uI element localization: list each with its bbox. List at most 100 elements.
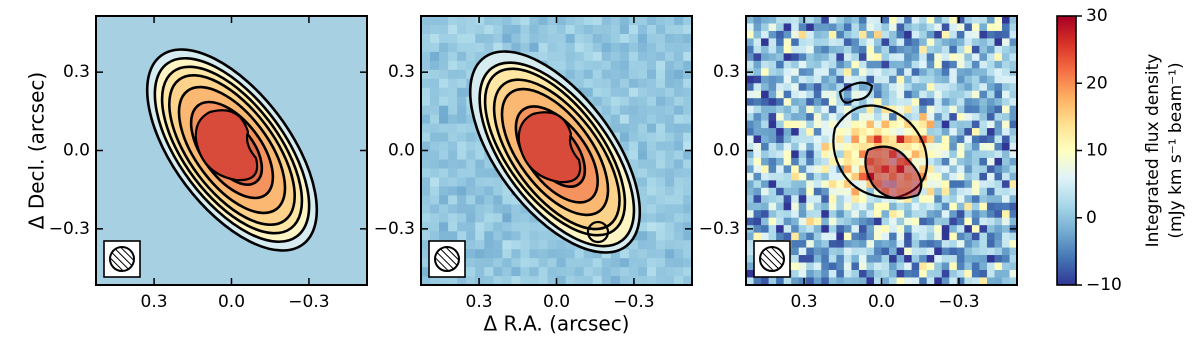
noise-pixel (493, 16, 503, 26)
noise-pixel (986, 53, 995, 62)
noise-pixel (768, 187, 777, 196)
y-tick-label: 0.0 (713, 141, 740, 161)
noise-pixel (610, 60, 621, 71)
noise-pixel (881, 247, 890, 256)
noise-pixel (448, 24, 458, 35)
noise-pixel (964, 135, 973, 144)
noise-pixel (520, 213, 531, 223)
noise-pixel (783, 217, 792, 226)
noise-pixel (665, 249, 675, 259)
noise-pixel (843, 113, 852, 122)
noise-pixel (547, 42, 558, 53)
noise-pixel (761, 45, 770, 54)
moment-map (96, 16, 367, 285)
noise-pixel (538, 267, 549, 277)
noise-pixel (592, 51, 603, 62)
noise-pixel (520, 42, 531, 53)
noise-pixel (994, 172, 1003, 181)
noise-pixel (986, 135, 995, 144)
noise-pixel (511, 267, 521, 277)
noise-pixel (821, 210, 830, 219)
noise-pixel (979, 277, 988, 285)
noise-pixel (949, 113, 958, 122)
noise-pixel (949, 202, 958, 211)
noise-pixel (806, 53, 815, 62)
noise-pixel (919, 195, 928, 204)
noise-pixel (836, 225, 845, 234)
noise-pixel (919, 202, 928, 211)
noise-pixel (828, 172, 837, 181)
noise-pixel (866, 202, 875, 211)
noise-pixel (610, 276, 621, 285)
noise-pixel (647, 42, 657, 53)
noise-pixel (979, 225, 988, 234)
noise-pixel (1009, 105, 1017, 114)
noise-pixel (949, 38, 958, 47)
noise-pixel (949, 269, 958, 278)
noise-pixel (798, 68, 807, 77)
noise-pixel (1009, 232, 1017, 241)
noise-pixel (881, 75, 890, 84)
noise-pixel (619, 276, 630, 285)
noise-pixel (934, 202, 943, 211)
noise-pixel (881, 240, 890, 249)
noise-pixel (836, 172, 845, 181)
noise-pixel (904, 150, 913, 159)
noise-pixel (761, 38, 770, 47)
noise-pixel (964, 157, 973, 166)
noise-pixel (971, 90, 980, 99)
noise-pixel (934, 225, 943, 234)
noise-pixel (430, 16, 440, 26)
moment-map (746, 16, 1017, 285)
noise-pixel (858, 128, 867, 137)
noise-pixel (874, 202, 883, 211)
noise-pixel (448, 204, 458, 214)
noise-pixel (475, 51, 485, 62)
noise-pixel (1009, 16, 1017, 24)
noise-pixel (430, 195, 440, 205)
noise-pixel (806, 180, 815, 189)
noise-pixel (683, 222, 692, 232)
noise-pixel (813, 68, 822, 77)
noise-pixel (904, 16, 913, 24)
noise-pixel (896, 142, 905, 151)
noise-pixel (430, 87, 440, 98)
noise-pixel (466, 258, 476, 268)
noise-pixel (776, 195, 785, 204)
noise-pixel (806, 277, 815, 285)
noise-pixel (746, 247, 754, 256)
noise-pixel (746, 30, 754, 39)
noise-pixel (828, 202, 837, 211)
noise-pixel (851, 180, 860, 189)
noise-pixel (683, 249, 692, 259)
noise-pixel (979, 45, 988, 54)
noise-pixel (538, 240, 549, 250)
noise-pixel (768, 225, 777, 234)
noise-pixel (964, 83, 973, 92)
noise-pixel (866, 120, 875, 129)
noise-pixel (753, 120, 762, 129)
noise-pixel (768, 120, 777, 129)
noise-pixel (674, 87, 684, 98)
noise-pixel (926, 75, 935, 84)
noise-pixel (502, 24, 512, 35)
noise-pixel (986, 255, 995, 264)
noise-pixel (904, 113, 913, 122)
noise-pixel (776, 60, 785, 69)
noise-pixel (665, 159, 675, 170)
noise-pixel (656, 96, 666, 107)
noise-pixel (956, 187, 965, 196)
noise-pixel (565, 276, 576, 285)
noise-pixel (806, 157, 815, 166)
noise-pixel (768, 150, 777, 159)
noise-pixel (858, 262, 867, 271)
noise-pixel (791, 75, 800, 84)
noise-pixel (439, 96, 449, 107)
noise-pixel (457, 204, 467, 214)
noise-pixel (874, 240, 883, 249)
noise-pixel (783, 45, 792, 54)
noise-pixel (889, 30, 898, 39)
noise-pixel (619, 105, 630, 116)
noise-pixel (919, 142, 928, 151)
noise-pixel (858, 247, 867, 256)
